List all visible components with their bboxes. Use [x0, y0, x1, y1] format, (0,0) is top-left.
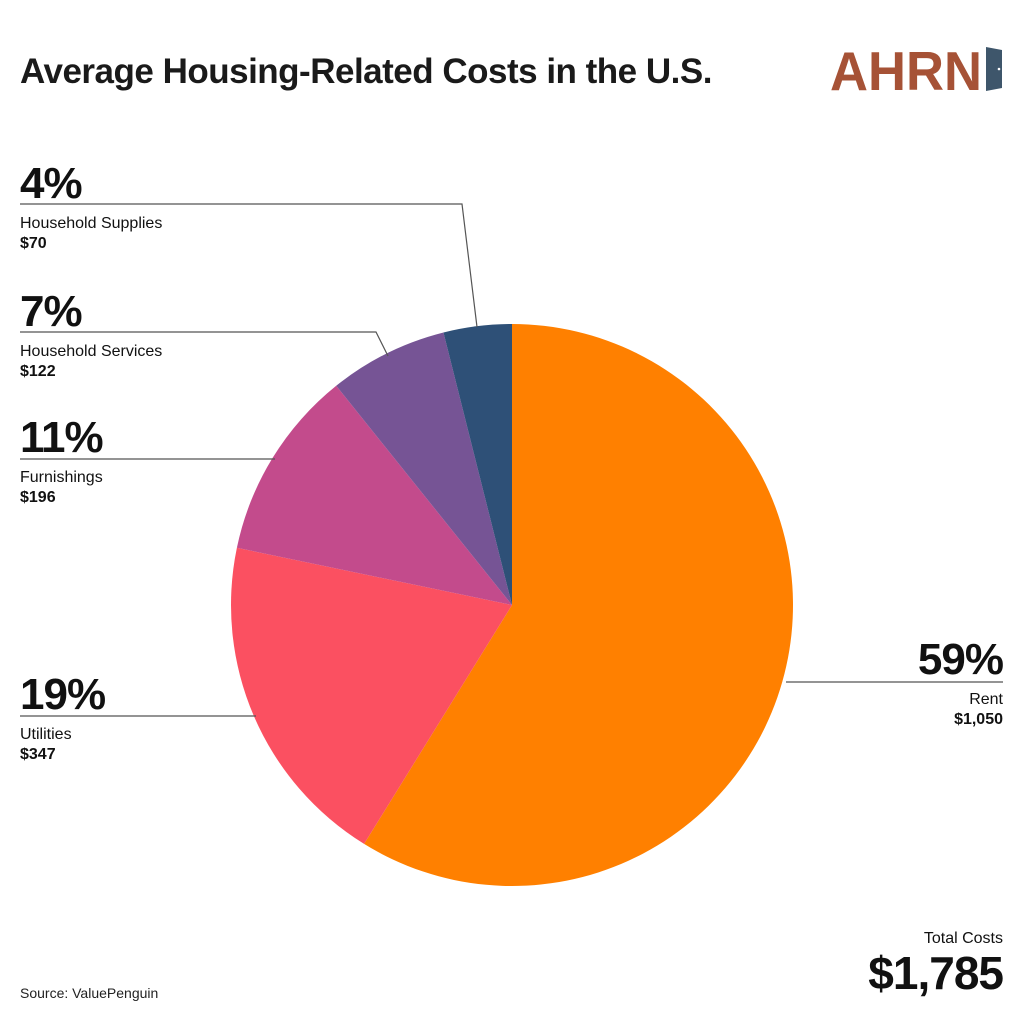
category-label: Household Services — [20, 343, 163, 360]
percent-label: 11% — [20, 413, 104, 462]
svg-text:AHRN: AHRN — [830, 44, 982, 94]
pie-slice-furnishings — [236, 385, 513, 605]
label-household-supplies: 4% Household Supplies $70 — [20, 162, 162, 254]
category-label: Household Supplies — [20, 215, 163, 232]
pie-slice-utilities — [231, 547, 513, 844]
amount-label: $122 — [20, 363, 56, 380]
amount-label: $347 — [20, 746, 56, 763]
door-icon — [986, 47, 1002, 91]
pie-slice-household-supplies — [443, 324, 512, 605]
percent-label: 59% — [917, 635, 1004, 684]
leader-household-supplies — [20, 203, 478, 328]
amount-label: $196 — [20, 489, 56, 506]
percent-label: 4% — [20, 159, 83, 208]
label-utilities: 19% Utilities $347 — [20, 670, 106, 765]
pie-slice-rent — [364, 324, 793, 886]
category-label: Utilities — [20, 726, 72, 743]
label-rent: 59% Rent $1,050 — [917, 635, 1004, 730]
total-costs: Total Costs $1,785 — [868, 930, 1004, 999]
total-label: Total Costs — [923, 930, 1003, 947]
amount-label: $70 — [20, 235, 47, 252]
leader-household-services — [20, 331, 389, 357]
category-label: Furnishings — [20, 469, 103, 486]
ahrn-logo: AHRN — [830, 44, 1002, 94]
source-note: Source: ValuePenguin — [20, 985, 159, 1001]
label-household-services: 7% Household Services $122 — [20, 290, 162, 382]
category-label: Rent — [969, 691, 1003, 708]
chart-title: Average Housing-Related Costs in the U.S… — [20, 52, 712, 91]
percent-label: 19% — [20, 670, 106, 719]
total-value: $1,785 — [868, 947, 1004, 999]
percent-label: 7% — [20, 287, 83, 336]
amount-label: $1,050 — [954, 711, 1003, 728]
pie-slice-household-services — [336, 332, 512, 605]
label-furnishings: 11% Furnishings $196 — [20, 413, 104, 508]
